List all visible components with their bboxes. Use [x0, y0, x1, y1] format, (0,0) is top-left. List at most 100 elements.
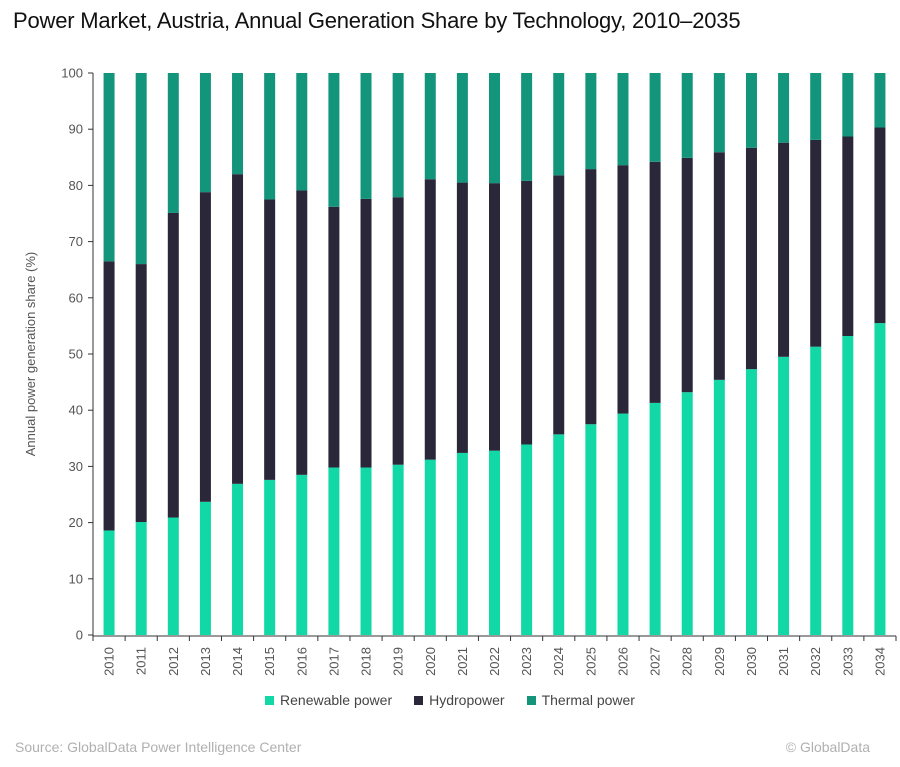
- bar-thermal: [553, 73, 565, 176]
- bar-hydro: [778, 142, 790, 357]
- x-tick-label: 2023: [519, 647, 534, 676]
- bar-thermal: [232, 73, 244, 175]
- bar-thermal: [135, 73, 147, 265]
- x-tick-label: 2018: [359, 647, 374, 676]
- bar-thermal: [167, 73, 179, 213]
- bar-hydro: [424, 179, 436, 460]
- x-axis: 2010 2011 2012 2013 2014 2015 2016 2017 2018 2019…: [92, 635, 897, 676]
- x-tick-label: 2012: [166, 647, 181, 676]
- bar-renewable: [232, 483, 244, 635]
- bar-stack: [424, 73, 436, 635]
- bar-thermal: [360, 73, 372, 199]
- y-tick-label: 60: [69, 290, 83, 305]
- bar-stack: [681, 73, 693, 635]
- bar-stack: [778, 73, 790, 635]
- x-tick-label: 2029: [712, 647, 727, 676]
- legend-swatch-renewable: [265, 695, 275, 705]
- legend-label-thermal: Thermal power: [541, 692, 635, 708]
- bar-thermal: [392, 73, 404, 198]
- x-tick-label: 2010: [102, 647, 117, 676]
- x-tick-label: 2031: [776, 647, 791, 676]
- bar-renewable: [745, 369, 757, 635]
- bar-renewable: [167, 517, 179, 635]
- bar-renewable: [617, 413, 629, 635]
- bar-hydro: [232, 174, 244, 484]
- bar-renewable: [874, 323, 886, 635]
- bar-stack: [713, 73, 725, 635]
- bar-renewable: [360, 467, 372, 635]
- x-tick-label: 2026: [615, 647, 630, 676]
- x-tick-label: 2014: [230, 647, 245, 676]
- y-tick-label: 40: [69, 403, 83, 418]
- bar-stack: [264, 73, 276, 635]
- bar-hydro: [296, 190, 308, 475]
- bar-thermal: [199, 73, 211, 193]
- bar-thermal: [489, 73, 500, 184]
- bar-renewable: [713, 379, 725, 635]
- bar-renewable: [264, 479, 276, 635]
- bar-thermal: [585, 73, 597, 170]
- bar-thermal: [874, 73, 886, 128]
- bar-thermal: [681, 73, 693, 158]
- bar-stack: [745, 73, 757, 635]
- bar-hydro: [681, 157, 693, 393]
- bar-renewable: [199, 501, 211, 635]
- bar-thermal: [810, 73, 822, 140]
- bar-thermal: [296, 73, 308, 191]
- bar-stack: [521, 73, 533, 635]
- y-tick-label: 90: [69, 122, 83, 137]
- x-tick-label: 2015: [262, 647, 277, 676]
- legend-item-renewable: Renewable power: [265, 692, 392, 708]
- x-tick-label: 2027: [648, 647, 663, 676]
- y-tick-label: 0: [76, 628, 83, 643]
- bar-renewable: [585, 424, 597, 635]
- x-tick-label: 2021: [455, 647, 470, 676]
- bar-stack: [167, 73, 179, 635]
- y-tick-label: 50: [69, 347, 83, 362]
- bar-hydro: [103, 261, 115, 531]
- bar-renewable: [103, 530, 115, 635]
- x-tick-label: 2016: [294, 647, 309, 676]
- bar-hydro: [167, 212, 179, 518]
- x-tick-label: 2024: [551, 647, 566, 676]
- x-tick-label: 2020: [423, 647, 438, 676]
- x-tick-label: 2032: [808, 647, 823, 676]
- bar-stack: [456, 73, 468, 635]
- bar-thermal: [842, 73, 854, 137]
- bar-hydro: [521, 180, 533, 445]
- bar-hydro: [199, 192, 211, 502]
- bar-renewable: [649, 402, 661, 635]
- bar-stack: [649, 73, 661, 635]
- source-note: Source: GlobalData Power Intelligence Ce…: [15, 739, 302, 755]
- bar-stack: [199, 73, 211, 635]
- y-tick-label: 10: [69, 571, 83, 586]
- chart-title: Power Market, Austria, Annual Generation…: [13, 8, 741, 33]
- bar-renewable: [489, 450, 500, 635]
- bar-stack: [232, 73, 244, 635]
- bar-hydro: [842, 136, 854, 337]
- bar-hydro: [264, 199, 276, 480]
- legend-item-hydro: Hydropower: [414, 692, 505, 708]
- bar-stack: [328, 73, 340, 635]
- x-tick-label: 2022: [487, 647, 502, 676]
- bar-thermal: [103, 73, 115, 262]
- bar-hydro: [585, 169, 597, 425]
- y-tick-label: 30: [69, 459, 83, 474]
- x-tick-label: 2030: [744, 647, 759, 676]
- bar-thermal: [456, 73, 468, 183]
- bar-stack: [842, 73, 854, 635]
- y-tick-label: 100: [61, 66, 83, 81]
- x-tick-label: 2011: [134, 647, 149, 675]
- bar-stack: [135, 73, 147, 635]
- bars: [103, 73, 886, 635]
- bar-stack: [360, 73, 372, 635]
- bar-thermal: [778, 73, 790, 143]
- y-axis: 0 10 20 30 40 50 60 70 80 90 100: [61, 66, 94, 643]
- bar-renewable: [553, 434, 565, 635]
- bar-hydro: [553, 175, 565, 435]
- bar-renewable: [392, 464, 404, 635]
- bar-renewable: [135, 522, 147, 635]
- legend-label-renewable: Renewable power: [280, 692, 393, 708]
- y-tick-label: 20: [69, 515, 83, 530]
